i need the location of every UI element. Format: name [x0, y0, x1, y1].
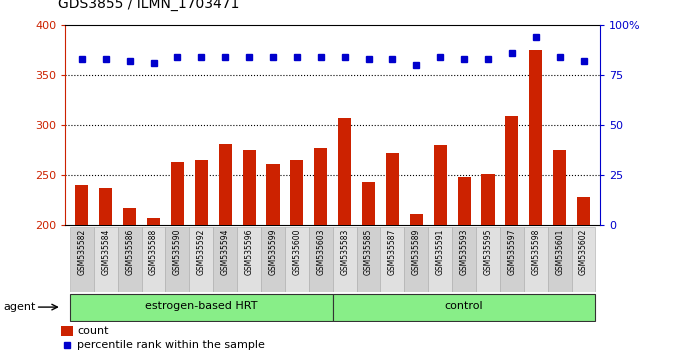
Bar [577, 197, 590, 225]
Text: GSM535587: GSM535587 [388, 229, 397, 275]
Bar [338, 118, 351, 225]
Bar [118, 227, 141, 292]
Text: GSM535595: GSM535595 [484, 229, 493, 275]
Text: GSM535591: GSM535591 [436, 229, 445, 275]
Bar [452, 227, 476, 292]
Bar [123, 208, 137, 225]
Bar [404, 227, 428, 292]
Text: GSM535583: GSM535583 [340, 229, 349, 275]
Bar [333, 227, 357, 292]
Text: GSM535598: GSM535598 [531, 229, 541, 275]
Text: GSM535588: GSM535588 [149, 229, 158, 275]
Bar [500, 227, 524, 292]
Bar [266, 164, 280, 225]
Bar [70, 227, 94, 292]
Bar [333, 293, 595, 321]
Bar [381, 227, 404, 292]
Bar [410, 214, 423, 225]
Bar [357, 227, 381, 292]
Bar [506, 116, 519, 225]
Bar [171, 162, 184, 225]
Text: GSM535586: GSM535586 [125, 229, 134, 275]
Text: GSM535593: GSM535593 [460, 229, 469, 275]
Bar [362, 182, 375, 225]
Text: control: control [445, 302, 484, 312]
Bar [547, 227, 571, 292]
Bar [553, 150, 566, 225]
Text: GSM535597: GSM535597 [508, 229, 517, 275]
Bar [386, 153, 399, 225]
Bar [61, 326, 73, 336]
Bar [314, 148, 327, 225]
Bar [476, 227, 500, 292]
Bar [529, 50, 543, 225]
Text: GSM535590: GSM535590 [173, 229, 182, 275]
Bar [189, 227, 213, 292]
Bar [147, 218, 160, 225]
Bar [99, 188, 113, 225]
Text: GSM535602: GSM535602 [579, 229, 588, 275]
Text: GSM535596: GSM535596 [245, 229, 254, 275]
Bar [524, 227, 547, 292]
Text: GSM535594: GSM535594 [221, 229, 230, 275]
Bar [141, 227, 165, 292]
Bar [285, 227, 309, 292]
Text: GSM535592: GSM535592 [197, 229, 206, 275]
Bar [165, 227, 189, 292]
Text: estrogen-based HRT: estrogen-based HRT [145, 302, 257, 312]
Text: GSM535601: GSM535601 [555, 229, 564, 275]
Text: GSM535582: GSM535582 [78, 229, 86, 275]
Bar [261, 227, 285, 292]
Text: GSM535589: GSM535589 [412, 229, 421, 275]
Bar [70, 293, 333, 321]
Bar [94, 227, 118, 292]
Text: GDS3855 / ILMN_1703471: GDS3855 / ILMN_1703471 [58, 0, 239, 11]
Text: count: count [77, 326, 108, 336]
Bar [219, 144, 232, 225]
Bar [290, 160, 303, 225]
Bar [428, 227, 452, 292]
Bar [482, 174, 495, 225]
Text: GSM535603: GSM535603 [316, 229, 325, 275]
Bar [434, 145, 447, 225]
Bar [458, 177, 471, 225]
Text: GSM535599: GSM535599 [268, 229, 278, 275]
Text: GSM535584: GSM535584 [102, 229, 110, 275]
Bar [309, 227, 333, 292]
Bar [243, 150, 256, 225]
Text: GSM535600: GSM535600 [292, 229, 301, 275]
Text: GSM535585: GSM535585 [364, 229, 373, 275]
Bar [195, 160, 208, 225]
Text: agent: agent [3, 302, 36, 312]
Bar [75, 185, 88, 225]
Bar [213, 227, 237, 292]
Bar [571, 227, 595, 292]
Text: percentile rank within the sample: percentile rank within the sample [77, 339, 265, 350]
Bar [237, 227, 261, 292]
